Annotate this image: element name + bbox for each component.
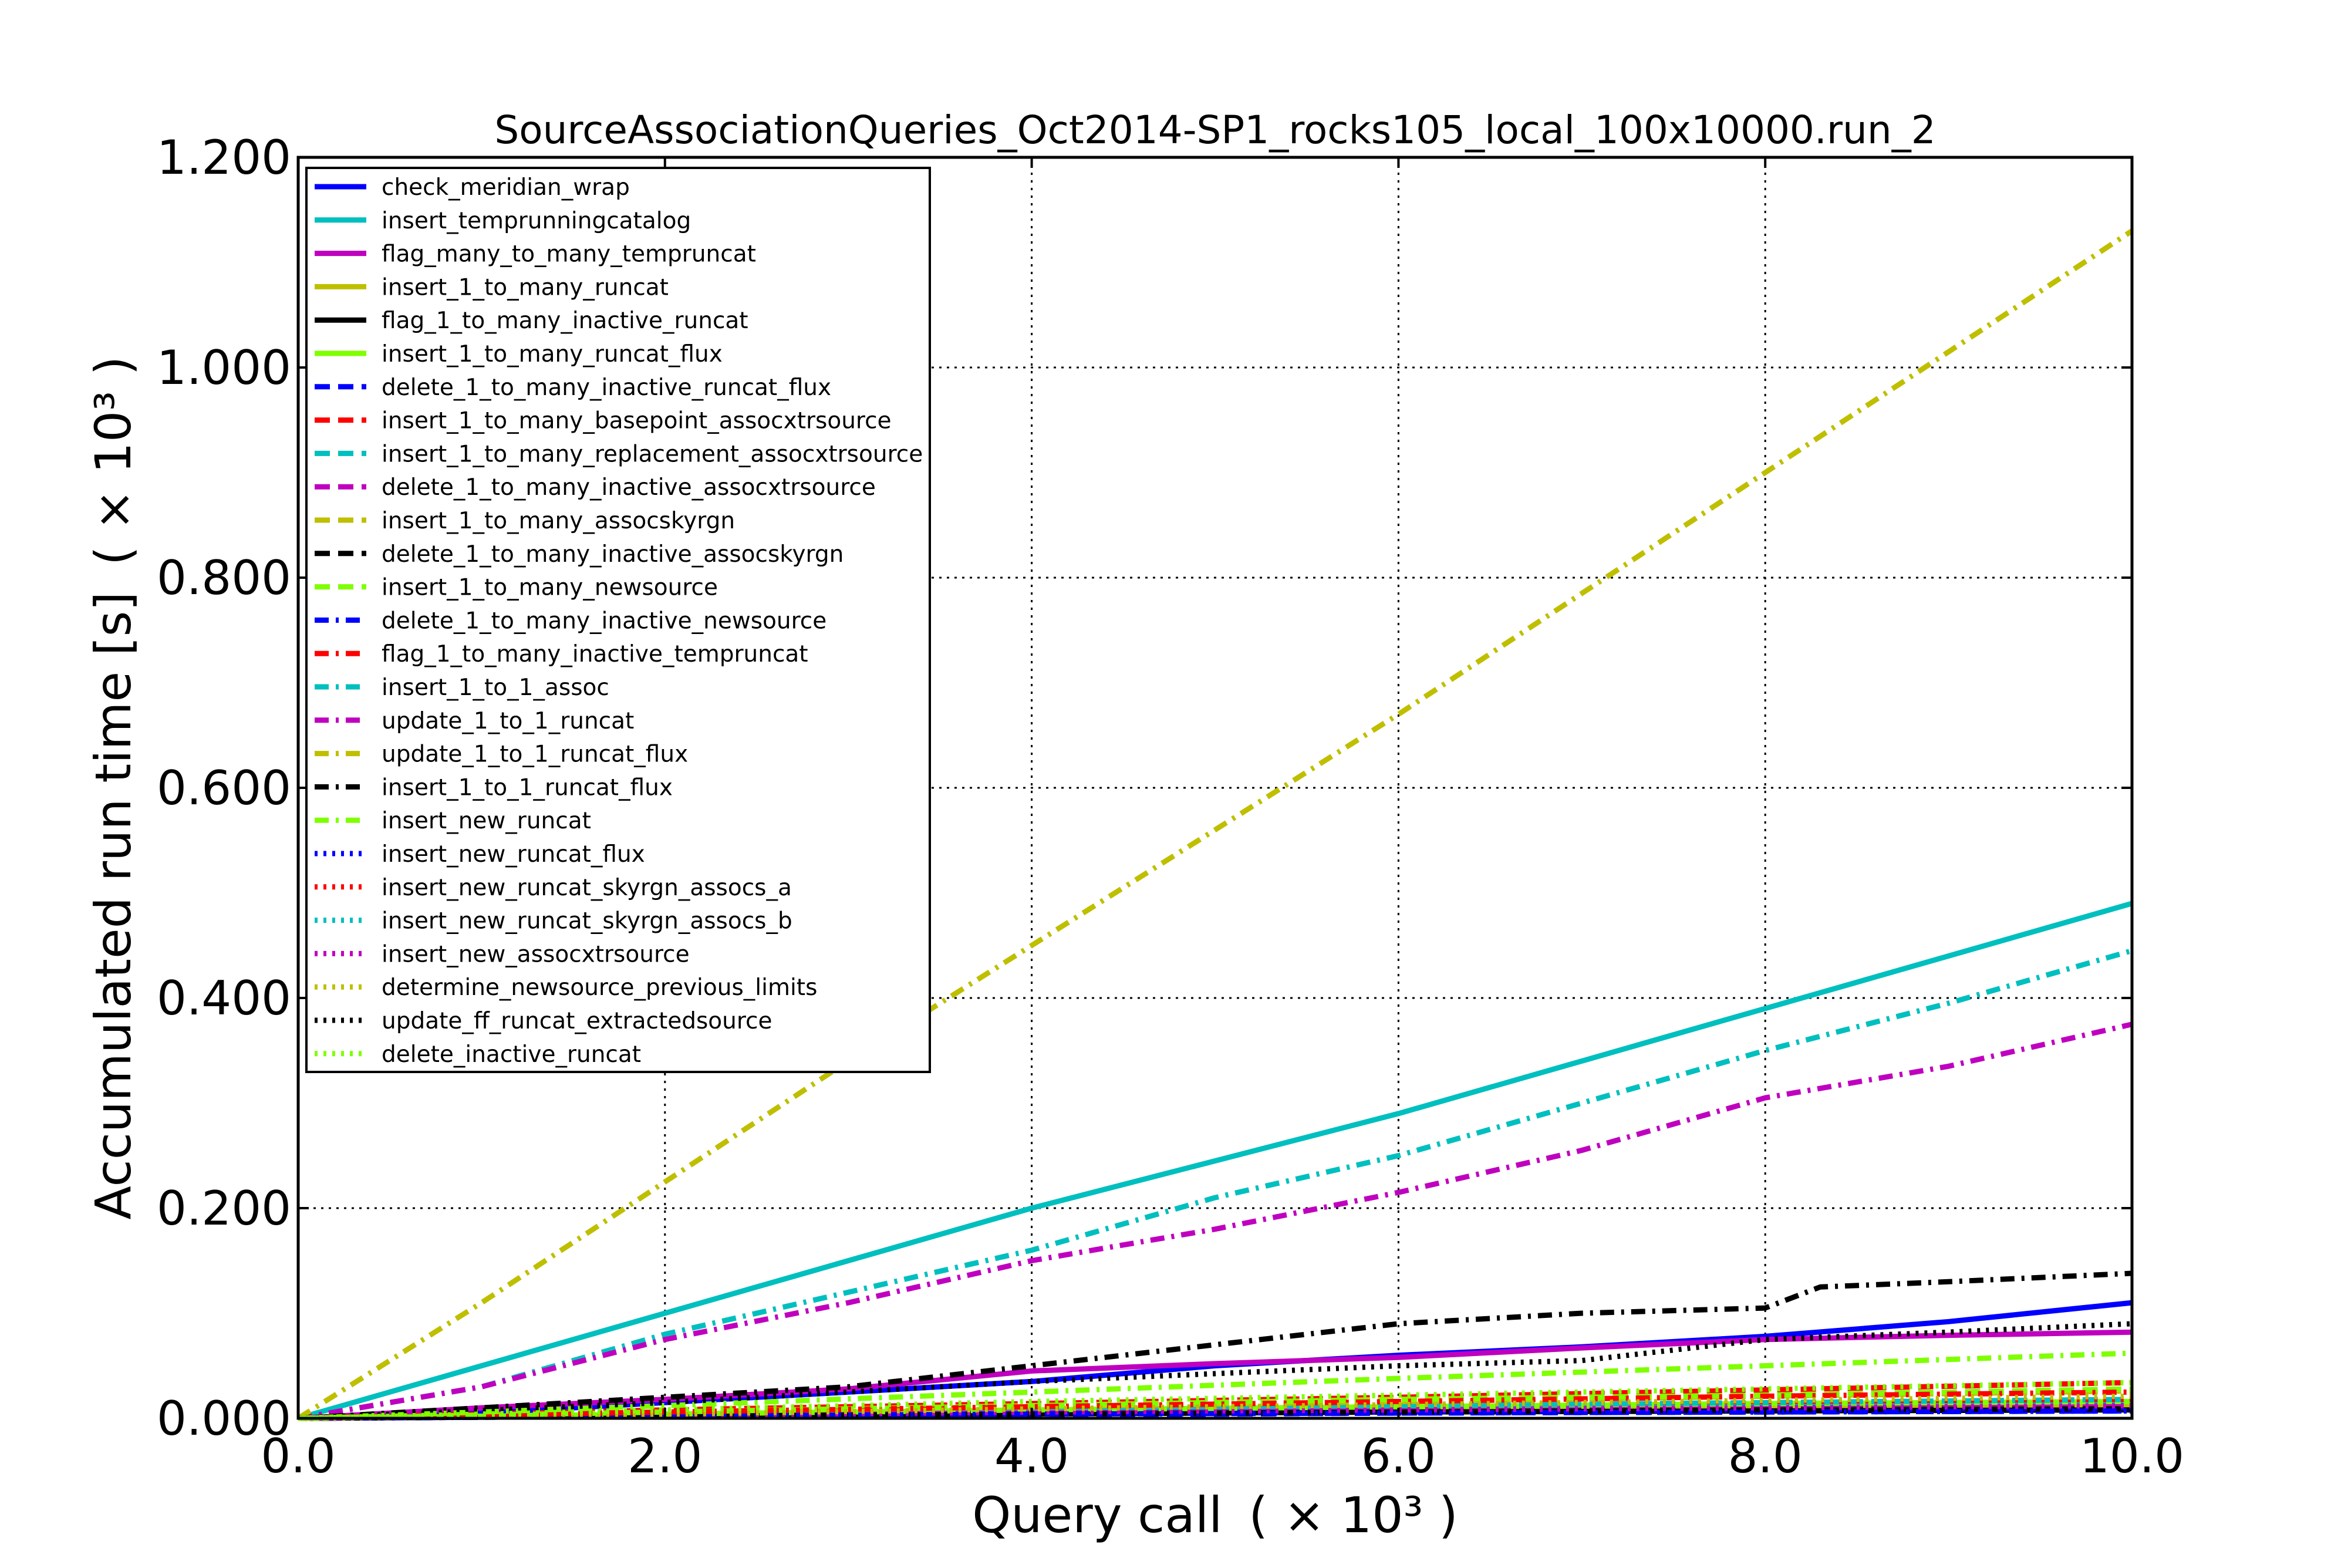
x-tick-label: 8.0 xyxy=(1728,1429,1803,1483)
legend-label: insert_new_runcat xyxy=(382,808,591,834)
axis-ticks: 0.0 2.0 4.0 6.0 8.0 10.0 0.000 0.200 0.400 0.600 0… xyxy=(157,130,2184,1483)
legend-label: insert_1_to_many_runcat xyxy=(382,274,669,301)
series-line-insert-new-assocxtrsource xyxy=(298,1403,2133,1421)
legend-label: delete_inactive_runcat xyxy=(382,1041,641,1068)
y-axis-multiplier: ( × 10³ ) xyxy=(85,356,142,566)
legend-label: insert_temprunningcatalog xyxy=(382,208,691,234)
legend-label: insert_1_to_many_newsource xyxy=(382,575,718,601)
x-tick-label: 2.0 xyxy=(628,1429,702,1483)
legend-label: insert_new_assocxtrsource xyxy=(382,941,690,967)
legend-entries: check_meridian_wrap insert_temprunningcat… xyxy=(315,174,923,1068)
series-line-delete-1-to-many-inactive-newsource xyxy=(298,1408,2133,1421)
legend-label: insert_1_to_1_runcat_flux xyxy=(382,774,673,801)
y-tick-label: 0.600 xyxy=(157,761,291,815)
legend-label: delete_1_to_many_inactive_runcat_flux xyxy=(382,375,831,401)
y-tick-label: 1.000 xyxy=(157,340,291,395)
x-tick-label: 6.0 xyxy=(1361,1429,1436,1483)
legend-label: update_1_to_1_runcat xyxy=(382,708,634,734)
y-tick-label: 0.200 xyxy=(157,1181,291,1236)
legend-label: delete_1_to_many_inactive_assocskyrgn xyxy=(382,541,844,568)
series-line-update-1-to-1-runcat-flux xyxy=(296,228,2134,1421)
legend-label: update_1_to_1_runcat_flux xyxy=(382,741,688,768)
legend-label: insert_1_to_many_assocskyrgn xyxy=(382,508,735,534)
series-line-delete-inactive-runcat xyxy=(298,1380,2133,1421)
legend-label: insert_new_runcat_skyrgn_assocs_a xyxy=(382,875,792,901)
legend-box xyxy=(305,167,931,1073)
x-tick-label: 0.0 xyxy=(261,1429,335,1483)
legend-label: check_meridian_wrap xyxy=(382,174,630,201)
series-line-flag-1-to-many-inactive-tempruncat xyxy=(298,1389,2133,1421)
series-line-insert-temprunningcatalog xyxy=(297,901,2133,1421)
chart-title: SourceAssociationQueries_Oct2014-SP1_roc… xyxy=(494,107,1935,153)
y-tick-label: 1.200 xyxy=(157,130,291,185)
legend-label: insert_1_to_many_basepoint_assocxtrsourc… xyxy=(382,408,892,434)
x-axis-multiplier: ( × 10³ ) xyxy=(1249,1486,1458,1544)
y-axis-label: Accumulated run time [s] xyxy=(85,592,142,1220)
legend-label: flag_1_to_many_inactive_tempruncat xyxy=(382,641,808,667)
x-axis-title: Query call ( × 10³ ) xyxy=(972,1486,1458,1544)
series-line-update-1-to-1-runcat xyxy=(298,1021,2133,1421)
series-line-insert-1-to-1-assoc xyxy=(298,948,2133,1421)
legend-label: determine_newsource_previous_limits xyxy=(382,974,817,1001)
legend: check_meridian_wrap insert_temprunningcat… xyxy=(305,167,931,1073)
x-tick-label: 4.0 xyxy=(994,1429,1069,1483)
series-lines xyxy=(296,228,2134,1421)
legend-label: insert_1_to_1_assoc xyxy=(382,675,609,701)
x-tick-label: 10.0 xyxy=(2080,1429,2184,1483)
legend-label: insert_new_runcat_flux xyxy=(382,841,645,868)
legend-label: flag_many_to_many_tempruncat xyxy=(382,241,756,268)
y-tick-label: 0.000 xyxy=(157,1391,291,1446)
x-axis-label: Query call xyxy=(972,1486,1222,1544)
y-tick-label: 0.800 xyxy=(157,551,291,605)
legend-label: insert_1_to_many_replacement_assocxtrsou… xyxy=(382,441,923,467)
legend-label: flag_1_to_many_inactive_runcat xyxy=(382,308,748,334)
legend-label: delete_1_to_many_inactive_assocxtrsource xyxy=(382,474,876,501)
legend-label: update_ff_runcat_extractedsource xyxy=(382,1008,772,1034)
legend-label: insert_new_runcat_skyrgn_assocs_b xyxy=(382,908,792,935)
series-line-flag-many-to-many-tempruncat xyxy=(298,1329,2133,1421)
y-tick-label: 0.400 xyxy=(157,971,291,1026)
legend-label: delete_1_to_many_inactive_newsource xyxy=(382,608,826,634)
series-line-determine-newsource-previous-limits xyxy=(298,1393,2133,1421)
series-line-update-ff-runcat-extractedsource xyxy=(298,1321,2133,1421)
legend-label: insert_1_to_many_runcat_flux xyxy=(382,341,723,367)
series-line-insert-new-runcat xyxy=(298,1350,2133,1421)
y-axis-title: Accumulated run time [s] ( × 10³ ) xyxy=(85,356,142,1220)
